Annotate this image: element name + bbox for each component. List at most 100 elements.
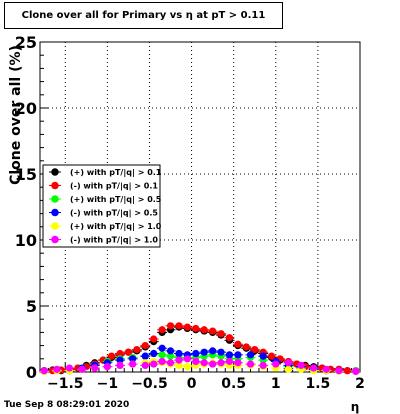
data-point: [192, 357, 200, 366]
x-tick-label: 2: [355, 376, 365, 392]
x-tick-label: −1: [97, 376, 118, 392]
grid-lines: [40, 42, 361, 372]
data-point: [209, 360, 217, 368]
data-point: [150, 349, 158, 358]
data-point: [133, 345, 141, 354]
x-tick-label: 0.5: [221, 376, 246, 392]
y-axis-label: Clone over all (%): [8, 45, 24, 185]
data-point: [166, 347, 175, 355]
data-point: [158, 357, 166, 366]
y-tick-label: 5: [26, 297, 37, 316]
data-point: [175, 322, 183, 330]
series-6: [39, 355, 361, 375]
data-point: [352, 367, 360, 375]
data-point: [150, 360, 158, 368]
data-point: [141, 361, 149, 369]
data-point: [251, 345, 259, 354]
data-point: [209, 347, 217, 355]
data-point: [141, 352, 149, 360]
data-point: [158, 351, 166, 359]
data-point: [272, 360, 280, 368]
data-point: [40, 367, 48, 375]
legend-marker: [51, 181, 59, 190]
data-point: [166, 322, 175, 330]
data-point: [322, 365, 330, 373]
legend-marker: [51, 168, 59, 176]
legend-label: (-) with pT/|q| > 1.0: [70, 236, 158, 245]
data-point: [246, 351, 255, 359]
data-point: [129, 355, 137, 363]
legend: (+) with pT/|q| > 0.1 (-) with pT/|q| > 0…: [42, 164, 162, 248]
legend-marker: [51, 222, 59, 230]
y-axis-ticks: 0 5 10 15 20 25: [15, 33, 49, 382]
y-tick-label: 15: [15, 165, 37, 184]
x-tick-label: −0.5: [131, 376, 168, 392]
y-tick-label: 20: [15, 99, 37, 118]
data-point: [259, 352, 267, 360]
data-point: [225, 351, 234, 359]
data-point: [343, 367, 351, 375]
x-tick-label: 1: [271, 376, 281, 392]
data-point: [225, 357, 234, 366]
legend-label: (+) with pT/|q| > 0.1: [70, 168, 162, 177]
data-point: [116, 356, 124, 364]
data-point: [183, 355, 191, 363]
x-tick-label: 1.5: [305, 376, 330, 392]
data-point: [234, 340, 242, 348]
data-series: [39, 322, 361, 375]
data-point: [200, 348, 208, 356]
data-point: [234, 351, 242, 359]
data-point: [284, 359, 293, 367]
legend-label: (-) with pT/|q| > 0.1: [70, 182, 158, 191]
legend-marker: [51, 208, 59, 217]
data-point: [158, 344, 166, 352]
data-point: [91, 364, 99, 372]
legend-marker: [51, 195, 59, 203]
data-point: [124, 348, 133, 356]
x-tick-label: 0: [187, 376, 197, 392]
data-point: [284, 365, 293, 373]
data-point: [217, 330, 225, 338]
data-point: [200, 326, 208, 334]
data-point: [65, 364, 74, 372]
x-axis-ticks: −1.5 −1 −0.5 0 0.5 1 1.5 2: [39, 363, 365, 392]
legend-label: (-) with pT/|q| > 0.5: [70, 209, 158, 218]
data-point: [183, 363, 191, 371]
chart-title-box: Clone over all for Primary vs η at pT > …: [4, 2, 283, 29]
data-point: [158, 326, 166, 334]
y-tick-label: 0: [26, 363, 37, 382]
x-axis-label: η: [351, 400, 360, 414]
data-point: [267, 352, 276, 360]
x-tick-label: −1.5: [47, 376, 84, 392]
legend-label: (+) with pT/|q| > 0.5: [70, 195, 162, 204]
data-point: [175, 356, 183, 364]
data-point: [225, 334, 234, 342]
data-point: [242, 343, 250, 351]
data-point: [166, 352, 175, 360]
data-point: [107, 352, 116, 360]
data-point: [183, 323, 191, 331]
data-point: [217, 348, 225, 356]
data-point: [175, 361, 183, 369]
data-point: [234, 359, 242, 367]
data-point: [53, 365, 61, 373]
data-point: [116, 349, 124, 358]
chart-title: Clone over all for Primary vs η at pT > …: [21, 10, 266, 21]
data-point: [175, 349, 183, 358]
data-point: [335, 367, 343, 375]
data-point: [192, 324, 200, 333]
y-tick-label: 10: [15, 231, 37, 250]
data-point: [259, 361, 267, 369]
timestamp: Tue Sep 8 08:29:01 2020: [4, 400, 130, 410]
data-point: [103, 363, 111, 371]
data-point: [78, 365, 86, 373]
data-point: [141, 342, 149, 350]
data-point: [217, 359, 225, 367]
data-point: [246, 360, 255, 368]
data-point: [129, 360, 137, 368]
data-point: [209, 327, 217, 335]
legend-box: [42, 164, 161, 248]
y-tick-label: 25: [15, 33, 37, 52]
legend-marker: [51, 235, 59, 244]
